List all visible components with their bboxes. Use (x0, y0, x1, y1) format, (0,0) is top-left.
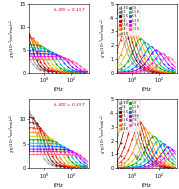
X-axis label: f/Hz: f/Hz (54, 182, 64, 187)
Text: $\it{fl}$, $B_{\rm DC}$ = 0.15 T: $\it{fl}$, $B_{\rm DC}$ = 0.15 T (53, 7, 87, 14)
X-axis label: f/Hz: f/Hz (142, 87, 152, 92)
Y-axis label: $\chi''_{\rm M}/10^{-3}{\rm cm}^3{\rm mol}^{-1}$: $\chi''_{\rm M}/10^{-3}{\rm cm}^3{\rm mo… (99, 114, 109, 154)
Y-axis label: $\chi'_{\rm M}/10^{-3}{\rm cm}^3{\rm mol}^{-1}$: $\chi'_{\rm M}/10^{-3}{\rm cm}^3{\rm mol… (8, 19, 18, 58)
Legend: 1.8 K, 2 K, 2.5 K, 3 K, 3.5 K, 4 K, 4.5 K, 5 K, 5.5 K, 6 K, 6.5 K, 7 K, 7.5 K: 1.8 K, 2 K, 2.5 K, 3 K, 3.5 K, 4 K, 4.5 … (118, 5, 140, 36)
Y-axis label: $\chi''_{\rm M}/10^{-3}{\rm cm}^3{\rm mol}^{-1}$: $\chi''_{\rm M}/10^{-3}{\rm cm}^3{\rm mo… (99, 18, 109, 58)
Text: $\it{fl}$, $B_{\rm DC}$ = 0.35 T: $\it{fl}$, $B_{\rm DC}$ = 0.35 T (53, 102, 87, 109)
Y-axis label: $\chi'_{\rm M}/10^{-3}{\rm cm}^3{\rm mol}^{-1}$: $\chi'_{\rm M}/10^{-3}{\rm cm}^3{\rm mol… (8, 114, 18, 153)
X-axis label: f/Hz: f/Hz (142, 182, 152, 187)
Legend: 1.8 K, 2 K, 2.5 K, 3 K, 3.5 K, 4 K, 4.5 K, 5 K, 5.5 K, 6 K, 6.5 K, 7 K, 7.5 K: 1.8 K, 2 K, 2.5 K, 3 K, 3.5 K, 4 K, 4.5 … (118, 101, 140, 132)
X-axis label: f/Hz: f/Hz (54, 87, 64, 92)
